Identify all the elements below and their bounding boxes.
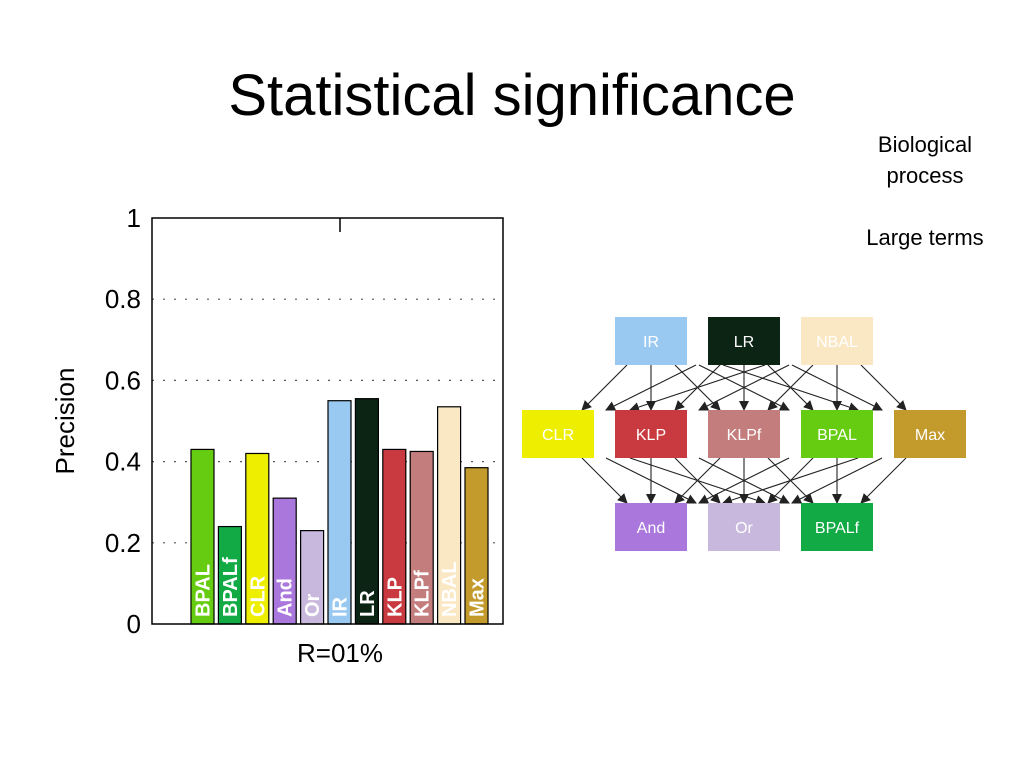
node-nbal [801,317,873,365]
edge-max-and [722,457,859,505]
edge-ir-clr [581,364,628,411]
bar-label: BPALf [220,557,242,617]
node-label: Or [735,520,753,537]
x-axis-title: R=01% [297,638,383,668]
y-tick-label: 0.2 [105,528,141,558]
node-or [708,503,780,551]
node-label: LR [734,334,754,351]
node-label: BPAL [817,427,857,444]
node-label: KLPf [727,427,762,444]
node-max [894,410,966,458]
bar-lr [354,398,379,625]
node-klpf [708,410,780,458]
note-large-terms: Large terms [866,225,984,250]
edge-klpf-and [674,457,721,504]
edge-bpal-and [698,457,790,504]
note-line-biological: Biological [877,132,973,157]
node-label: NBAL [816,334,858,351]
y-tick-label: 0 [127,609,141,639]
node-label: BPALf [815,520,860,537]
node-and [615,503,687,551]
bar-label: IR [330,596,352,617]
note-biological-process: Biological process [850,129,1000,191]
edge-lr-clr [605,364,697,411]
y-tick-label: 0.6 [105,365,141,395]
node-klp [615,410,687,458]
bar-label: CLR [247,575,269,617]
axes [151,217,504,625]
node-ir [615,317,687,365]
note-line-process: process [886,163,964,188]
y-tick-label: 0.8 [105,284,141,314]
edge-nbal-klpf [767,364,814,411]
bar-label: KLP [384,577,406,617]
edge-nbal-clr [629,364,766,412]
node-bpalf [801,503,873,551]
plot-frame [151,217,504,625]
bar-label: NBAL [439,561,461,617]
node-lr [708,317,780,365]
node-label: CLR [542,427,574,444]
diagram-nodes: IR LR NBAL CLR KLP KLPf BPAL Max And Or BPALf [522,317,966,551]
bars: BPAL BPALf CLR And Or IR LR KLP KLPf NBAL Max [190,398,489,625]
y-tick-label: 1 [127,203,141,233]
edge-max-bpalf [860,457,907,504]
bar-label: Or [302,593,324,617]
bar-label: KLPf [412,570,434,617]
y-tick-labels: 0 0.2 0.4 0.6 0.8 1 [105,203,141,639]
edge-nbal-max [860,364,907,411]
bar-label: LR [357,590,379,617]
edge-nbal-klp [698,364,790,411]
edge-clr-and [581,457,628,504]
bar-label: And [275,578,297,617]
y-tick-label: 0.4 [105,447,141,477]
node-label: IR [643,334,659,351]
slide-title: Statistical significance [228,63,796,128]
bar-ir [327,400,352,625]
node-label: And [637,520,665,537]
diagram-edges [581,364,907,505]
node-label: KLP [636,427,666,444]
bar-label: Max [467,578,489,617]
node-clr [522,410,594,458]
y-axis-title: Precision [50,368,80,475]
node-label: Max [915,427,945,444]
bar-label: BPAL [193,564,215,617]
edge-max-or [791,457,883,504]
node-bpal [801,410,873,458]
